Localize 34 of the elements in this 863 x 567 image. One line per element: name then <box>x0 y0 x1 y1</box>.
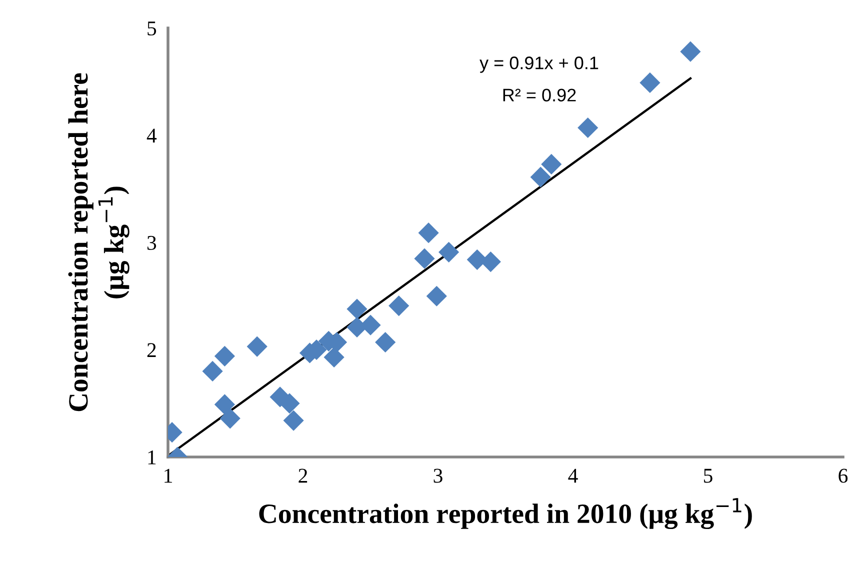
point <box>426 286 447 306</box>
point <box>530 166 551 188</box>
point <box>414 248 435 269</box>
x-axis-title: Concentration reported in 2010 (μg kg$^{−1}$) <box>259 498 752 530</box>
point <box>680 41 701 62</box>
point <box>346 298 368 320</box>
point <box>324 346 344 368</box>
annotation: R² = 0.92 <box>503 88 576 102</box>
y-tick-label: 3 <box>147 236 156 250</box>
y-tick-label: 1 <box>148 450 156 464</box>
point <box>438 242 460 262</box>
point <box>375 332 396 353</box>
x-tick-label: 4 <box>568 468 578 483</box>
y-tick-label: 2 <box>147 343 156 357</box>
point <box>202 360 223 382</box>
x-tick-label: 6 <box>838 468 848 483</box>
point <box>214 394 235 415</box>
y-tick-label: 4 <box>146 128 157 142</box>
x-tick-label: 5 <box>704 468 712 483</box>
point <box>283 410 304 431</box>
x-tick-label: 1 <box>164 468 172 483</box>
x-tick-label: 2 <box>298 468 308 483</box>
point <box>220 408 240 429</box>
point <box>214 346 235 366</box>
point <box>388 295 410 316</box>
point <box>246 336 268 357</box>
annotation: y = 0.91x + 0.1 <box>480 56 598 73</box>
point <box>640 72 660 93</box>
point <box>541 154 562 175</box>
y-tick-label: 5 <box>148 22 156 36</box>
point <box>578 117 598 138</box>
y-axis-title: Concentration reported here (μg kg$^{−1}$) <box>68 73 130 412</box>
point <box>418 222 439 244</box>
x-tick-label: 3 <box>434 468 442 483</box>
